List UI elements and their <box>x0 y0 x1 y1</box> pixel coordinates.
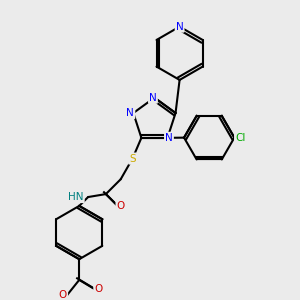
Text: HN: HN <box>68 192 84 202</box>
Text: O: O <box>59 290 67 300</box>
Text: N: N <box>165 133 173 143</box>
Text: N: N <box>149 93 157 103</box>
Text: N: N <box>127 108 134 118</box>
Text: N: N <box>176 22 184 32</box>
Text: O: O <box>94 284 103 294</box>
Text: Cl: Cl <box>235 133 245 142</box>
Text: S: S <box>129 154 136 164</box>
Text: O: O <box>116 201 125 211</box>
